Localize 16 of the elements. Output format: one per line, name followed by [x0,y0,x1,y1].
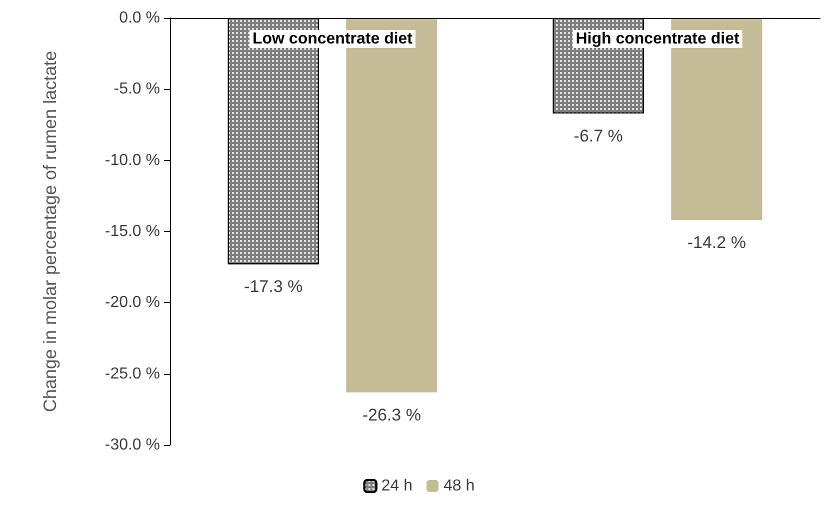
y-tick-label: -30.0 % [104,436,160,454]
y-axis-title: Change in molar percentage of rumen lactate [40,50,60,412]
y-tick-label: -10.0 % [104,152,160,169]
y-tick-label: -25.0 % [104,365,160,382]
legend-label: 48 h [444,478,475,494]
y-tick-label: -5.0 % [114,80,160,98]
data-label: -17.3 % [244,277,303,296]
data-label: -26.3 % [362,405,421,424]
y-tick-label: -20.0 % [104,294,160,312]
y-tick-label: 0.0 % [119,10,160,26]
x-tick-label: Low concentrate diet [252,30,414,48]
y-tick-label: -15.0 % [104,223,160,240]
legend-label: 24 h [381,478,412,494]
data-label: -6.7 % [574,126,623,146]
data-label: -14.2 % [687,233,746,252]
x-tick-label: High concentrate diet [576,30,740,48]
